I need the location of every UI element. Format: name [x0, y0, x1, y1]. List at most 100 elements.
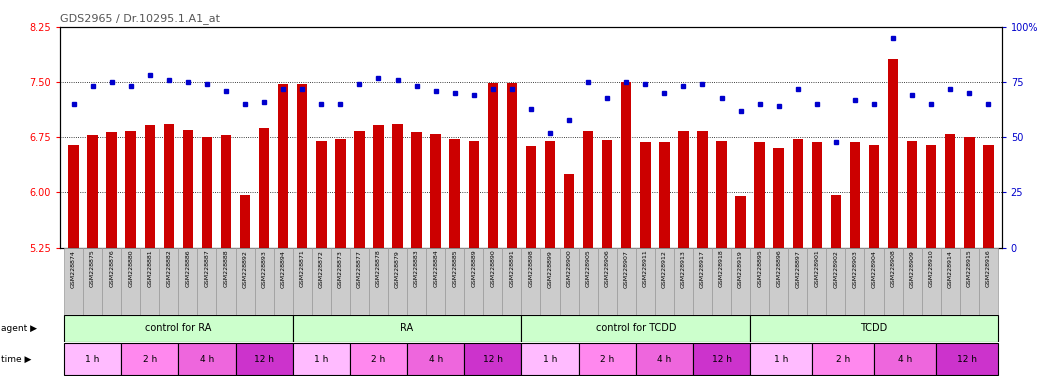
Bar [121, 343, 179, 375]
Text: GSM228885: GSM228885 [453, 250, 457, 287]
Text: GSM228875: GSM228875 [90, 250, 95, 288]
Text: time ▶: time ▶ [1, 354, 31, 364]
Bar [731, 248, 750, 315]
Bar [69, 145, 79, 248]
Text: 4 h: 4 h [657, 354, 672, 364]
Bar [87, 135, 98, 248]
Text: 1 h: 1 h [774, 354, 788, 364]
Bar [755, 142, 765, 248]
Text: GSM228874: GSM228874 [71, 250, 76, 288]
Text: GSM228876: GSM228876 [109, 250, 114, 288]
Bar [484, 248, 502, 315]
Bar [374, 125, 384, 248]
Bar [502, 248, 521, 315]
Bar [940, 248, 960, 315]
Text: 4 h: 4 h [429, 354, 443, 364]
Bar [922, 248, 940, 315]
Bar [427, 248, 445, 315]
Bar [792, 139, 803, 248]
Text: GSM228879: GSM228879 [395, 250, 400, 288]
Bar [979, 248, 998, 315]
Bar [240, 195, 250, 248]
Text: 1 h: 1 h [543, 354, 557, 364]
Text: GSM228884: GSM228884 [433, 250, 438, 288]
Bar [678, 131, 688, 248]
Bar [812, 142, 822, 248]
Bar [830, 195, 841, 248]
Bar [812, 343, 874, 375]
Bar [936, 343, 998, 375]
Bar [617, 248, 635, 315]
Text: GSM228906: GSM228906 [605, 250, 609, 288]
Text: GSM228894: GSM228894 [280, 250, 285, 288]
Bar [107, 132, 117, 248]
Text: GSM228912: GSM228912 [662, 250, 666, 288]
Bar [850, 142, 861, 248]
Text: GSM228878: GSM228878 [376, 250, 381, 288]
Bar [64, 248, 83, 315]
Text: GSM228883: GSM228883 [414, 250, 419, 288]
Text: GSM228880: GSM228880 [129, 250, 133, 287]
Bar [407, 248, 427, 315]
Text: GSM228917: GSM228917 [700, 250, 705, 288]
Bar [869, 145, 879, 248]
Bar [521, 315, 750, 342]
Text: GSM228877: GSM228877 [357, 250, 362, 288]
Bar [126, 131, 136, 248]
Bar [845, 248, 865, 315]
Bar [712, 248, 731, 315]
Bar [274, 248, 293, 315]
Bar [316, 141, 327, 248]
Text: GSM228918: GSM228918 [719, 250, 725, 288]
Bar [159, 248, 179, 315]
Bar [750, 343, 812, 375]
Bar [521, 248, 541, 315]
Text: 1 h: 1 h [85, 354, 100, 364]
Bar [698, 131, 708, 248]
Bar [674, 248, 693, 315]
Bar [464, 248, 484, 315]
Text: TCDD: TCDD [861, 323, 887, 333]
Bar [964, 137, 975, 248]
Text: 12 h: 12 h [957, 354, 977, 364]
Bar [140, 248, 159, 315]
Bar [64, 343, 121, 375]
Bar [735, 196, 746, 248]
Text: 4 h: 4 h [898, 354, 912, 364]
Bar [602, 140, 612, 248]
Text: 4 h: 4 h [200, 354, 214, 364]
Text: 2 h: 2 h [836, 354, 850, 364]
Bar [826, 248, 845, 315]
Bar [488, 83, 498, 248]
Text: GSM228888: GSM228888 [223, 250, 228, 287]
Bar [960, 248, 979, 315]
Bar [144, 125, 155, 248]
Bar [808, 248, 826, 315]
Bar [598, 248, 617, 315]
Bar [887, 58, 898, 248]
Bar [507, 83, 517, 248]
Text: GSM228901: GSM228901 [814, 250, 819, 288]
Text: agent ▶: agent ▶ [1, 324, 37, 333]
Bar [640, 142, 651, 248]
Bar [179, 343, 236, 375]
Text: GSM228902: GSM228902 [834, 250, 839, 288]
Bar [983, 145, 993, 248]
Bar [449, 139, 460, 248]
Bar [293, 315, 521, 342]
Text: GDS2965 / Dr.10295.1.A1_at: GDS2965 / Dr.10295.1.A1_at [60, 13, 220, 24]
Bar [659, 142, 670, 248]
Text: GSM228889: GSM228889 [471, 250, 476, 288]
Bar [179, 248, 197, 315]
Text: GSM228893: GSM228893 [262, 250, 267, 288]
Bar [693, 248, 712, 315]
Text: GSM228891: GSM228891 [510, 250, 515, 288]
Text: GSM228890: GSM228890 [490, 250, 495, 288]
Bar [411, 132, 421, 248]
Text: RA: RA [401, 323, 413, 333]
Bar [121, 248, 140, 315]
Bar [350, 248, 368, 315]
Bar [236, 343, 293, 375]
Bar [335, 139, 346, 248]
Bar [559, 248, 578, 315]
